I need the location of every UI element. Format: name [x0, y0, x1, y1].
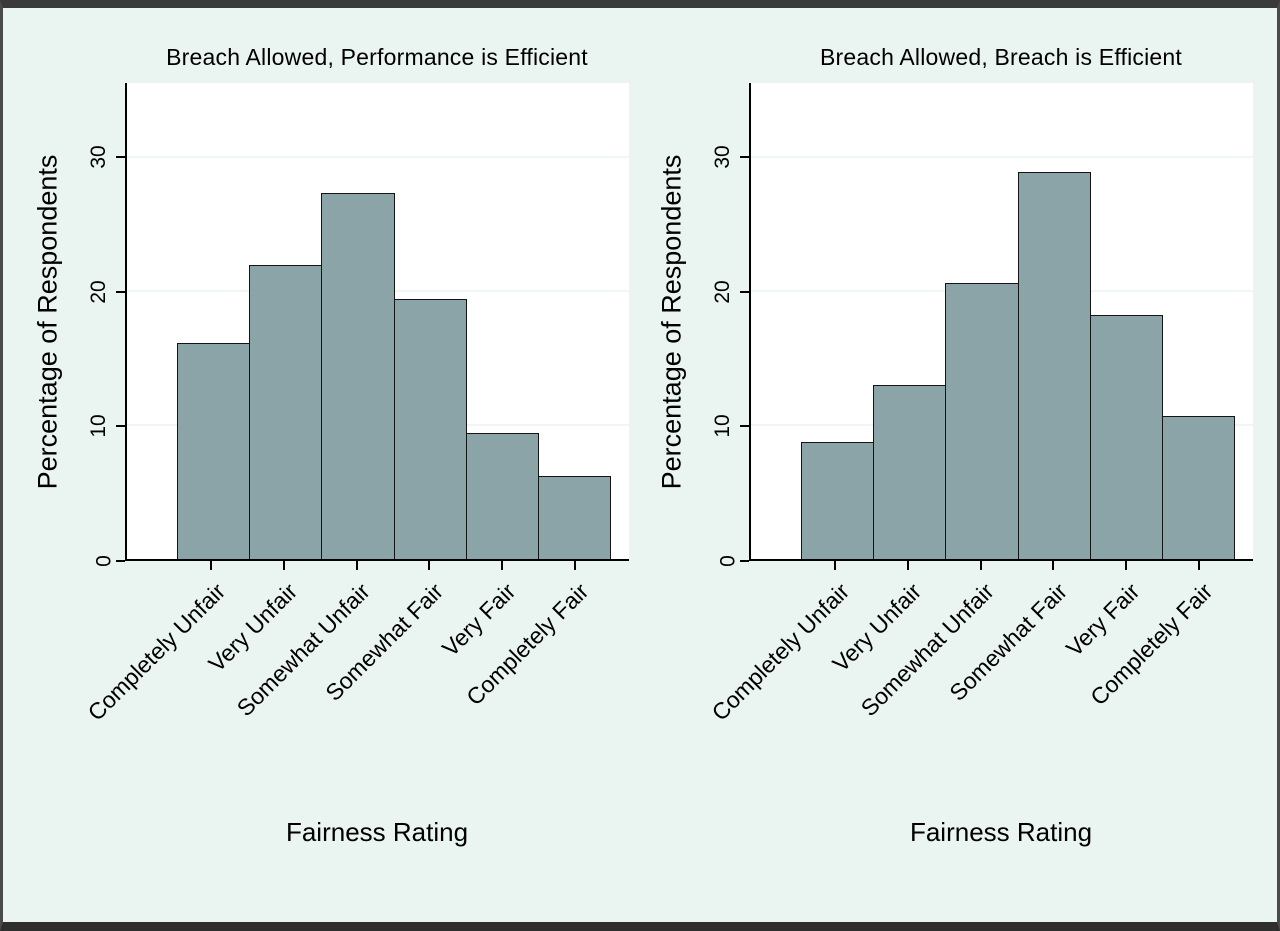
y-tick-label: 0	[92, 555, 116, 567]
x-tick-cell	[1017, 561, 1090, 571]
y-tick-label: 20	[710, 280, 734, 304]
bar-very-unfair	[873, 384, 947, 559]
chart-breach-efficient: Breach Allowed, Breach is Efficient Perc…	[643, 44, 1253, 848]
x-tick-cell	[799, 561, 872, 571]
x-label-row: Completely Unfair Very Unfair Somewhat Unf…	[19, 571, 629, 801]
y-tick-mark	[740, 560, 749, 562]
x-tick-mark	[283, 561, 285, 570]
x-tick-mark	[834, 561, 837, 570]
x-tick-cell	[944, 561, 1017, 571]
bar-completely-unfair	[801, 442, 875, 559]
y-axis-title-area: Percentage of Respondents	[19, 83, 77, 561]
x-label-cell: Completely Unfair	[706, 571, 872, 801]
y-axis: 0 10 20 30	[701, 83, 749, 567]
x-axis-title: Fairness Rating	[285, 817, 469, 847]
x-axis-title: Fairness Rating	[909, 817, 1093, 847]
x-tick-mark	[1052, 561, 1055, 570]
y-tick-label: 0	[716, 555, 740, 567]
x-tick-mark	[1125, 561, 1128, 570]
x-tick-cell	[538, 561, 611, 571]
x-tick-cell	[1090, 561, 1163, 571]
x-label-row: Completely Unfair Very Unfair Somewhat Unf…	[643, 571, 1253, 801]
x-tick-mark	[573, 561, 576, 570]
bar-completely-fair	[1161, 415, 1236, 559]
bar-somewhat-unfair	[321, 192, 395, 559]
x-tick-row	[643, 561, 1253, 571]
x-label-cell: Completely Unfair	[82, 571, 248, 801]
y-tick-label: 30	[710, 145, 734, 169]
x-tick-mark	[907, 561, 909, 570]
bar-somewhat-unfair	[945, 282, 1019, 559]
y-axis-title-area: Percentage of Respondents	[643, 83, 701, 561]
plot-area	[749, 83, 1253, 561]
bars	[751, 83, 1253, 559]
x-ticks	[125, 561, 629, 571]
x-tick-mark	[355, 561, 358, 570]
chart-body: Percentage of Respondents 0 10 20 30	[643, 83, 1253, 567]
bar-completely-unfair	[177, 343, 251, 559]
y-tick-mark	[740, 290, 749, 293]
x-tick-cell	[872, 561, 945, 571]
x-tick-cell	[175, 561, 248, 571]
bars	[127, 83, 629, 559]
x-label-cell: Completely Fair	[1085, 571, 1235, 801]
gridline	[127, 156, 629, 158]
y-tick-mark	[116, 156, 125, 159]
x-tick-cell	[320, 561, 393, 571]
bar-very-fair	[1089, 314, 1163, 559]
figure: Breach Allowed, Performance is Efficient…	[3, 8, 1277, 848]
chart-title: Breach Allowed, Performance is Efficient	[166, 44, 588, 70]
x-label-cell: Somewhat Fair	[320, 571, 466, 801]
x-tick-row	[19, 561, 629, 571]
y-tick-mark	[740, 425, 749, 428]
y-axis: 0 10 20 30	[77, 83, 125, 567]
x-tick-cell	[1162, 561, 1235, 571]
gridline	[751, 156, 1253, 158]
x-tick-cell	[248, 561, 321, 571]
x-label-cell: Completely Fair	[461, 571, 611, 801]
x-tick-mark	[501, 561, 504, 570]
x-axis-title-row: Fairness Rating	[19, 817, 629, 848]
x-tick-mark	[210, 561, 213, 570]
bar-very-fair	[465, 432, 539, 559]
x-tick-mark	[979, 561, 982, 570]
bar-completely-fair	[537, 475, 612, 559]
plot-area	[125, 83, 629, 561]
y-axis-title: Percentage of Respondents	[656, 154, 687, 490]
y-tick-mark	[740, 156, 749, 159]
bar-somewhat-fair	[393, 298, 467, 559]
y-tick-mark	[116, 560, 125, 562]
axis-spacer	[643, 817, 749, 848]
bar-somewhat-fair	[1017, 171, 1091, 559]
axis-spacer	[19, 817, 125, 848]
chart-performance-efficient: Breach Allowed, Performance is Efficient…	[19, 44, 629, 848]
x-ticks	[749, 561, 1253, 571]
y-tick-label: 20	[86, 280, 110, 304]
y-tick-label: 10	[86, 414, 110, 439]
x-tick-cell	[393, 561, 466, 571]
y-axis-title: Percentage of Respondents	[32, 154, 63, 490]
bar-very-unfair	[249, 265, 323, 559]
x-label-cell: Somewhat Fair	[944, 571, 1090, 801]
y-tick-label: 10	[710, 414, 734, 439]
x-tick-cell	[466, 561, 539, 571]
y-tick-mark	[116, 290, 125, 293]
x-axis-title-row: Fairness Rating	[643, 817, 1253, 848]
y-tick-label: 30	[86, 145, 110, 169]
x-labels: Completely Unfair Very Unfair Somewhat Unf…	[82, 571, 629, 801]
x-tick-mark	[1197, 561, 1200, 570]
chart-title: Breach Allowed, Breach is Efficient	[820, 44, 1182, 70]
y-tick-mark	[116, 425, 125, 428]
x-tick-mark	[428, 561, 431, 570]
chart-body: Percentage of Respondents 0 10 20 30	[19, 83, 629, 567]
x-labels: Completely Unfair Very Unfair Somewhat Unf…	[706, 571, 1253, 801]
